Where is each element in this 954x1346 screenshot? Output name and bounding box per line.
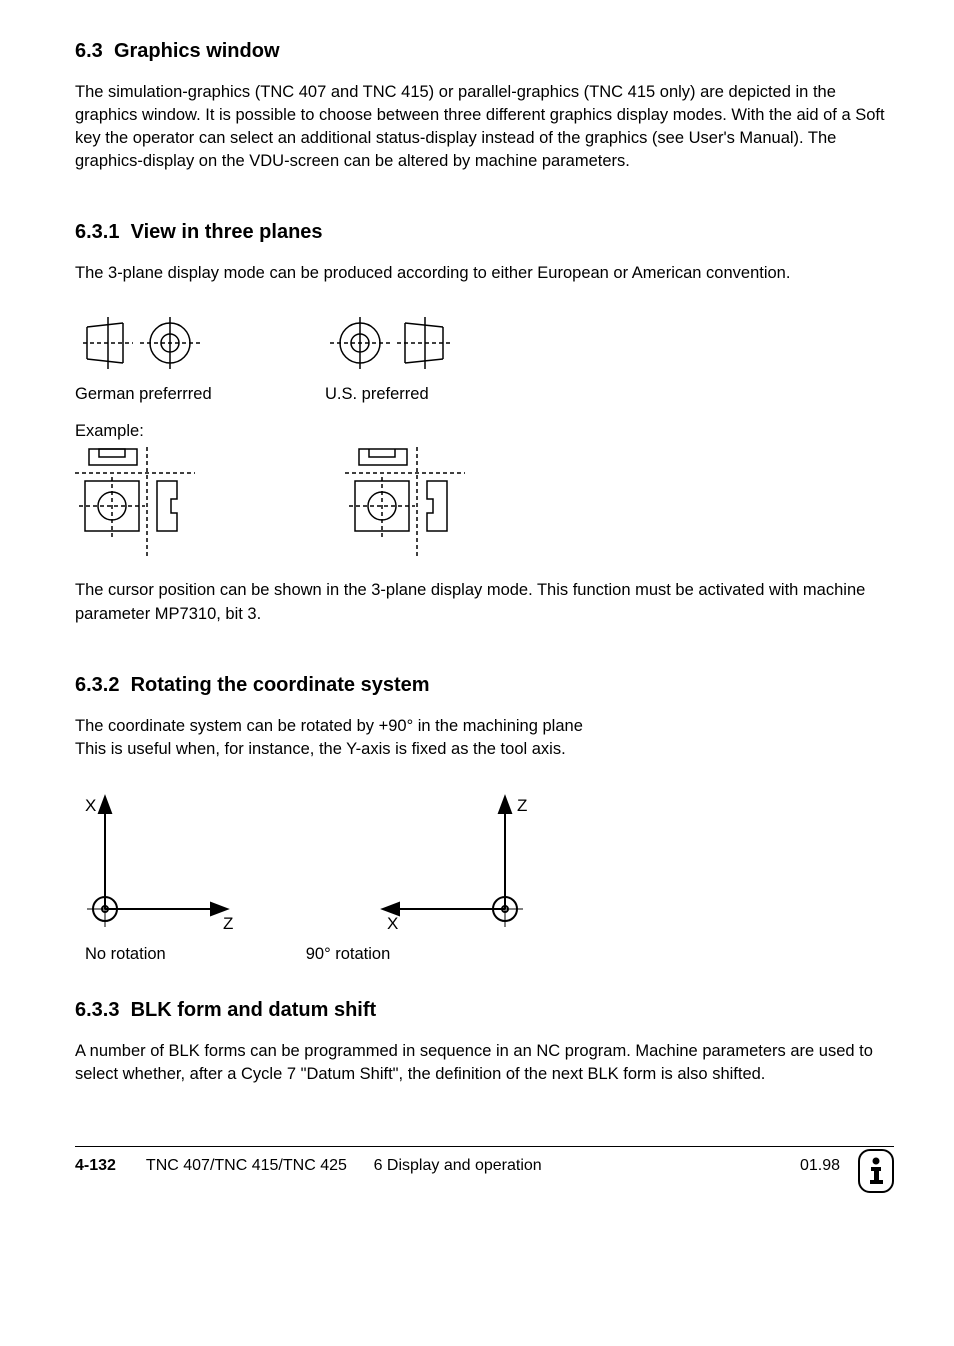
- section-number: 6.3: [75, 40, 103, 62]
- section-heading-6-3: 6.3 Graphics window: [75, 40, 894, 63]
- footer-chapter: 6 Display and operation: [374, 1157, 542, 1174]
- rotation-label-row: No rotation 90° rotation: [75, 945, 894, 964]
- german-example-diagram: [75, 447, 195, 557]
- rotation-diagram-row: X Z Z X: [75, 789, 894, 939]
- section-title: BLK form and datum shift: [131, 999, 377, 1021]
- us-projection-icon: [325, 313, 475, 373]
- axis-label-z: Z: [223, 914, 233, 933]
- section-6-3-1-intro: The 3-plane display mode can be produced…: [75, 262, 894, 285]
- section-title: View in three planes: [131, 221, 323, 243]
- german-projection-icon: [75, 313, 205, 373]
- german-preferred-label: German preferrred: [75, 385, 255, 404]
- no-rotation-diagram: X Z: [75, 789, 245, 939]
- example-label: Example:: [75, 422, 894, 441]
- section-heading-6-3-1: 6.3.1 View in three planes: [75, 221, 894, 244]
- axis-label-z: Z: [517, 796, 527, 815]
- section-6-3-1-body2: The cursor position can be shown in the …: [75, 579, 894, 625]
- projection-label-row: German preferrred U.S. preferred: [75, 385, 894, 404]
- page-footer: 4-132 TNC 407/TNC 415/TNC 425 6 Display …: [75, 1146, 894, 1193]
- section-title: Rotating the coordinate system: [131, 674, 430, 696]
- page-number: 4-132: [75, 1157, 116, 1175]
- axis-label-x: X: [387, 914, 398, 933]
- rotation-90-diagram: Z X: [365, 789, 545, 939]
- section-number: 6.3.3: [75, 999, 119, 1021]
- section-heading-6-3-2: 6.3.2 Rotating the coordinate system: [75, 674, 894, 697]
- example-diagram-row: [75, 447, 894, 557]
- section-6-3-3-body: A number of BLK forms can be programmed …: [75, 1040, 894, 1086]
- info-icon: [858, 1149, 894, 1193]
- projection-symbol-row: [75, 313, 894, 373]
- axis-label-x: X: [85, 796, 96, 815]
- us-example-diagram: [345, 447, 465, 557]
- no-rotation-label: No rotation: [75, 945, 166, 964]
- footer-doc: TNC 407/TNC 415/TNC 425: [146, 1157, 347, 1174]
- section-6-3-body: The simulation-graphics (TNC 407 and TNC…: [75, 81, 894, 173]
- section-title: Graphics window: [114, 40, 280, 62]
- section-6-3-2-body: The coordinate system can be rotated by …: [75, 715, 894, 761]
- section-number: 6.3.2: [75, 674, 119, 696]
- rotation-90-label: 90° rotation: [306, 945, 391, 964]
- section-heading-6-3-3: 6.3.3 BLK form and datum shift: [75, 999, 894, 1022]
- us-preferred-label: U.S. preferred: [325, 385, 429, 404]
- section-number: 6.3.1: [75, 221, 119, 243]
- footer-date: 01.98: [800, 1157, 840, 1175]
